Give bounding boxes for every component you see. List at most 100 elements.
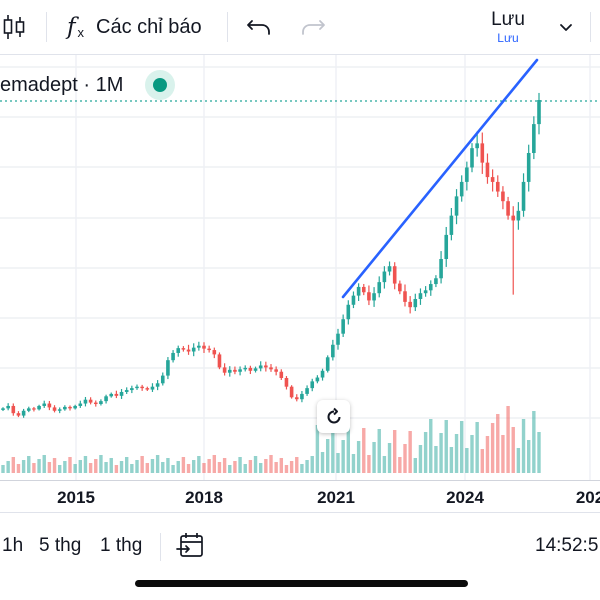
candle-body (6, 405, 10, 409)
candle-body (367, 292, 371, 301)
volume-bar (269, 455, 273, 473)
volume-bar (506, 406, 510, 473)
candle-body (130, 388, 134, 391)
candle-body (532, 124, 536, 153)
volume-bar (197, 456, 201, 473)
volume-bar (351, 454, 356, 473)
volume-bar (155, 455, 160, 473)
candle-body (279, 371, 284, 379)
candle-body (454, 196, 459, 216)
volume-bar (511, 427, 515, 473)
volume-bar (418, 445, 423, 473)
volume-bar (382, 456, 387, 473)
candle-body (78, 403, 83, 406)
range-1h-button[interactable]: 1h (2, 535, 24, 556)
x-tick-label: 2021 (317, 488, 355, 507)
save-button[interactable]: Lưu Lưu (478, 6, 538, 48)
candle-body (186, 349, 191, 352)
candle-body (47, 403, 52, 408)
volume-bar (119, 461, 124, 473)
redo-button[interactable] (300, 15, 326, 39)
candle-body (207, 348, 211, 351)
indicators-button[interactable]: f x Các chỉ báo (67, 12, 202, 42)
candle-body (315, 377, 320, 382)
volume-bar (104, 462, 108, 473)
range-1m-button[interactable]: 1 thg (100, 535, 143, 556)
volume-bar (480, 449, 485, 473)
candle-body (217, 354, 222, 368)
home-indicator[interactable] (135, 580, 468, 587)
candle-body (181, 348, 186, 350)
candle-body (104, 396, 108, 402)
volume-bar (1, 465, 5, 473)
volume-bar (475, 422, 479, 473)
volume-bar (73, 464, 77, 473)
volume-bar (21, 460, 26, 473)
time-axis[interactable]: 2015 2018 2021 2024 202 (0, 480, 600, 512)
candle-body (506, 201, 510, 216)
candle-body (274, 369, 278, 372)
toolbar-divider (227, 12, 228, 42)
candle-body (320, 370, 325, 378)
volume-bar (367, 455, 371, 473)
volume-bar (439, 433, 443, 473)
volume-bar (315, 425, 320, 473)
volume-bar (63, 461, 67, 473)
candle-body (516, 210, 521, 221)
reset-chart-button[interactable] (317, 400, 350, 433)
undo-button[interactable] (246, 15, 272, 39)
trendline (341, 58, 539, 299)
candle-body (150, 386, 155, 390)
candle-body (480, 143, 485, 163)
candle-body (37, 405, 41, 410)
volume-bar (274, 462, 278, 473)
candle-body (423, 290, 428, 294)
volume-bar (83, 456, 88, 473)
chart-pane[interactable] (0, 55, 600, 480)
volume-bar (78, 460, 83, 473)
volume-bar (124, 457, 129, 473)
volume-bar (68, 457, 72, 473)
volume-bar (521, 419, 526, 473)
volume-bar (289, 461, 294, 473)
volume-bar (150, 459, 155, 473)
candle-body (449, 215, 454, 235)
clock-label[interactable]: 14:52:5 (535, 535, 599, 556)
volume-bar (248, 460, 253, 473)
goto-date-button[interactable] (176, 531, 206, 561)
volume-bar (465, 448, 469, 473)
candle-body (212, 350, 217, 355)
candle-body (135, 386, 139, 389)
candle-body (155, 383, 160, 387)
price-chart[interactable] (0, 55, 600, 480)
volume-bar (413, 458, 418, 473)
market-status-icon[interactable] (145, 70, 176, 100)
volume-bar (284, 465, 289, 473)
volume-bar (336, 453, 340, 473)
candle-body (269, 367, 273, 370)
candle-body (197, 345, 201, 348)
save-menu-button[interactable] (558, 19, 574, 35)
volume-bar (222, 458, 227, 473)
volume-bar (166, 458, 170, 473)
volume-bar (161, 462, 165, 473)
candle-style-icon[interactable] (2, 12, 26, 42)
candle-body (439, 259, 443, 279)
volume-bar (434, 446, 438, 473)
candle-body (93, 402, 98, 405)
x-tick-label: 2024 (446, 488, 484, 507)
range-5m-button[interactable]: 5 thg (39, 535, 82, 556)
candle-body (470, 148, 474, 168)
x-tick-label: 202 (575, 488, 600, 507)
volume-bar (57, 465, 62, 473)
candle-body (418, 293, 423, 299)
candle-body (428, 284, 433, 291)
toolbar-divider (46, 12, 47, 42)
symbol-legend[interactable]: emadept · 1M (0, 68, 176, 102)
volume-bar (94, 459, 98, 473)
candle-body (387, 266, 392, 272)
candle-body (485, 162, 490, 178)
candle-body (176, 348, 181, 353)
volume-bar (325, 439, 330, 473)
candle-body (99, 401, 103, 405)
